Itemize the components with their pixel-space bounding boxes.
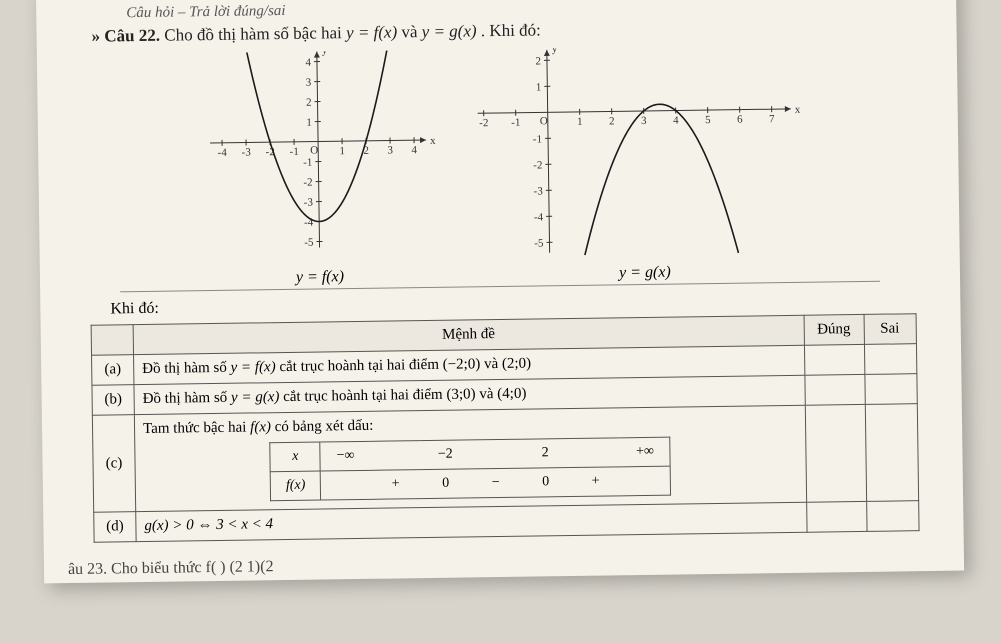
q-tail: . Khi đó:: [481, 20, 541, 40]
graphs-row: x y -4 -3 -2 -1 1 2 3 4 -5 -4 -3 -2 -1 1 2 3 4 O y = f(x) x…: [117, 44, 880, 293]
th-sai: Sai: [864, 314, 916, 345]
cell-sai[interactable]: [864, 344, 916, 375]
graph-left-wrap: xy-4-3-2-11234-5-4-3-2-11234O y = f(x): [187, 50, 450, 289]
svg-text:O: O: [310, 145, 318, 157]
graph-left-label: y = f(x): [190, 267, 450, 289]
graph-right-wrap: x y -2 -1 1 2 3 4 5 6 7 1 2 -1 -2 -3 -4 -5 O y = g(x): [477, 45, 810, 285]
svg-text:1: 1: [339, 145, 345, 157]
svg-text:3: 3: [387, 144, 393, 156]
svg-text:-2: -2: [533, 159, 542, 171]
cell-sai[interactable]: [865, 404, 918, 502]
svg-text:-4: -4: [534, 211, 544, 223]
text: Đồ thị hàm số: [142, 360, 231, 377]
svg-text:5: 5: [705, 114, 711, 126]
svg-text:-3: -3: [304, 197, 314, 209]
sign-table: x−∞−22+∞f(x)+0−0+: [270, 437, 672, 502]
th-blank: [91, 325, 133, 356]
svg-text:-3: -3: [534, 185, 544, 197]
svg-text:1: 1: [536, 81, 542, 93]
svg-text:-5: -5: [304, 237, 314, 249]
fn: y = f(x): [230, 359, 275, 376]
cell-dung[interactable]: [805, 404, 866, 502]
svg-text:-5: -5: [534, 237, 544, 249]
cell-dung[interactable]: [804, 344, 864, 375]
svg-text:3: 3: [641, 115, 647, 127]
row-key: (a): [92, 355, 134, 386]
svg-text:x: x: [430, 135, 436, 147]
text: Đồ thị hàm số: [143, 390, 232, 407]
svg-text:3: 3: [306, 77, 312, 89]
row-stmt: Tam thức bậc hai f(x) có bảng xét dấu: x…: [134, 405, 806, 511]
svg-text:-4: -4: [218, 147, 228, 159]
q-mid: và: [401, 22, 422, 41]
th-dung: Đúng: [804, 314, 864, 345]
row-key: (b): [92, 385, 134, 416]
graph-right-label: y = g(x): [480, 262, 810, 285]
q-body: Cho đồ thị hàm số bậc hai: [164, 23, 346, 45]
svg-text:6: 6: [737, 114, 743, 126]
table-row: (c) Tam thức bậc hai f(x) có bảng xét dấ…: [92, 404, 918, 513]
text: cắt trục hoành tại hai điểm (3;0) và (4;…: [283, 386, 526, 405]
svg-text:-2: -2: [303, 177, 312, 189]
q-eq1: y = f(x): [346, 22, 397, 42]
page: Câu hỏi – Trả lời đúng/sai » Câu 22. Cho…: [36, 0, 964, 583]
text: Tam thức bậc hai: [143, 420, 250, 437]
row-key: (d): [94, 512, 136, 543]
svg-text:1: 1: [577, 116, 583, 128]
cell-sai[interactable]: [866, 501, 918, 532]
q-prefix: » Câu 22.: [91, 26, 164, 46]
graph-left: xy-4-3-2-11234-5-4-3-2-11234O: [187, 50, 450, 264]
graph-right: x y -2 -1 1 2 3 4 5 6 7 1 2 -1 -2 -3 -4 -5 O: [477, 45, 810, 260]
row-key: (c): [92, 415, 135, 513]
cutoff-line: âu 23. Cho biểu thức f( ) (2 1)(2: [68, 558, 274, 579]
svg-text:y: y: [322, 50, 328, 57]
svg-text:-3: -3: [242, 146, 252, 158]
text: có bảng xét dấu:: [275, 418, 374, 435]
text: cắt trục hoành tại hai điểm (−2;0) và (2…: [279, 356, 531, 376]
svg-text:2: 2: [535, 55, 541, 67]
svg-text:-1: -1: [511, 117, 520, 129]
cell-dung[interactable]: [806, 501, 866, 532]
fn: g(x) > 0 ⇔ 3 < x < 4: [144, 516, 273, 534]
svg-text:-1: -1: [533, 133, 542, 145]
svg-text:y: y: [552, 45, 558, 55]
svg-text:-2: -2: [479, 117, 488, 129]
fn: f(x): [250, 419, 271, 435]
cell-dung[interactable]: [804, 374, 864, 405]
svg-text:x: x: [795, 104, 801, 116]
svg-text:O: O: [540, 115, 548, 127]
svg-text:4: 4: [673, 114, 679, 126]
q-eq2: y = g(x): [422, 21, 477, 41]
fn: y = g(x): [231, 389, 280, 406]
cell-sai[interactable]: [864, 374, 916, 405]
svg-text:4: 4: [411, 144, 417, 156]
svg-text:1: 1: [306, 117, 312, 129]
svg-text:2: 2: [609, 115, 615, 127]
proposition-table: Mệnh đề Đúng Sai (a) Đồ thị hàm số y = f…: [91, 313, 920, 543]
svg-text:4: 4: [305, 57, 311, 69]
svg-text:7: 7: [769, 113, 775, 125]
svg-text:2: 2: [306, 97, 312, 109]
svg-text:-1: -1: [290, 146, 299, 158]
svg-text:-1: -1: [303, 157, 312, 169]
